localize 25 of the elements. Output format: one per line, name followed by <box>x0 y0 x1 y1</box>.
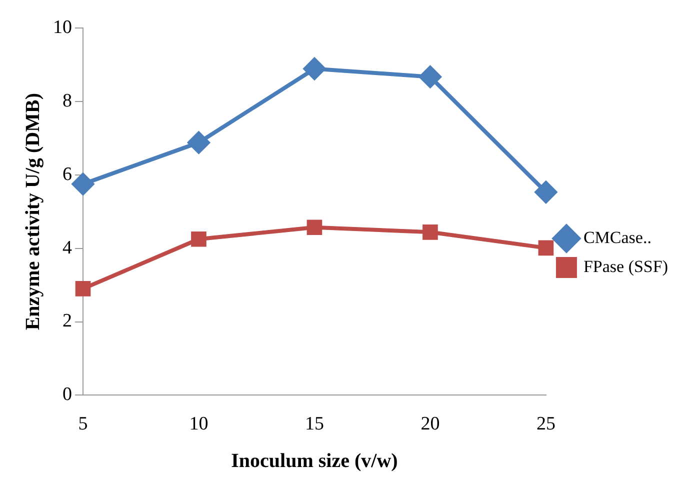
point <box>72 173 94 196</box>
y-tick-label: 2 <box>62 310 72 332</box>
point <box>422 224 438 240</box>
point <box>419 66 442 88</box>
y-tick-label: 10 <box>53 16 72 38</box>
y-tick-label: 6 <box>62 164 72 185</box>
point <box>306 220 322 236</box>
legend-label: FPase (SSF) <box>583 256 668 276</box>
point <box>303 58 326 80</box>
x-tick-label: 15 <box>304 414 324 435</box>
x-axis-title: Inoculum size (v/w) <box>231 450 398 472</box>
x-tick-label: 25 <box>536 414 556 435</box>
y-tick-label: 8 <box>62 90 72 112</box>
point <box>188 132 210 154</box>
point <box>75 281 91 296</box>
point <box>534 181 557 204</box>
point <box>191 231 206 247</box>
x-tick-label: 5 <box>78 414 88 435</box>
y-tick-label: 4 <box>62 237 72 258</box>
y-tick-label: 0 <box>62 384 72 406</box>
x-tick-label: 10 <box>189 414 208 435</box>
legend-label: CMCase.. <box>583 228 652 247</box>
x-tick-label: 20 <box>420 414 440 435</box>
point <box>538 240 554 256</box>
y-axis-title: Enzyme activity U/g (DMB) <box>22 93 44 330</box>
